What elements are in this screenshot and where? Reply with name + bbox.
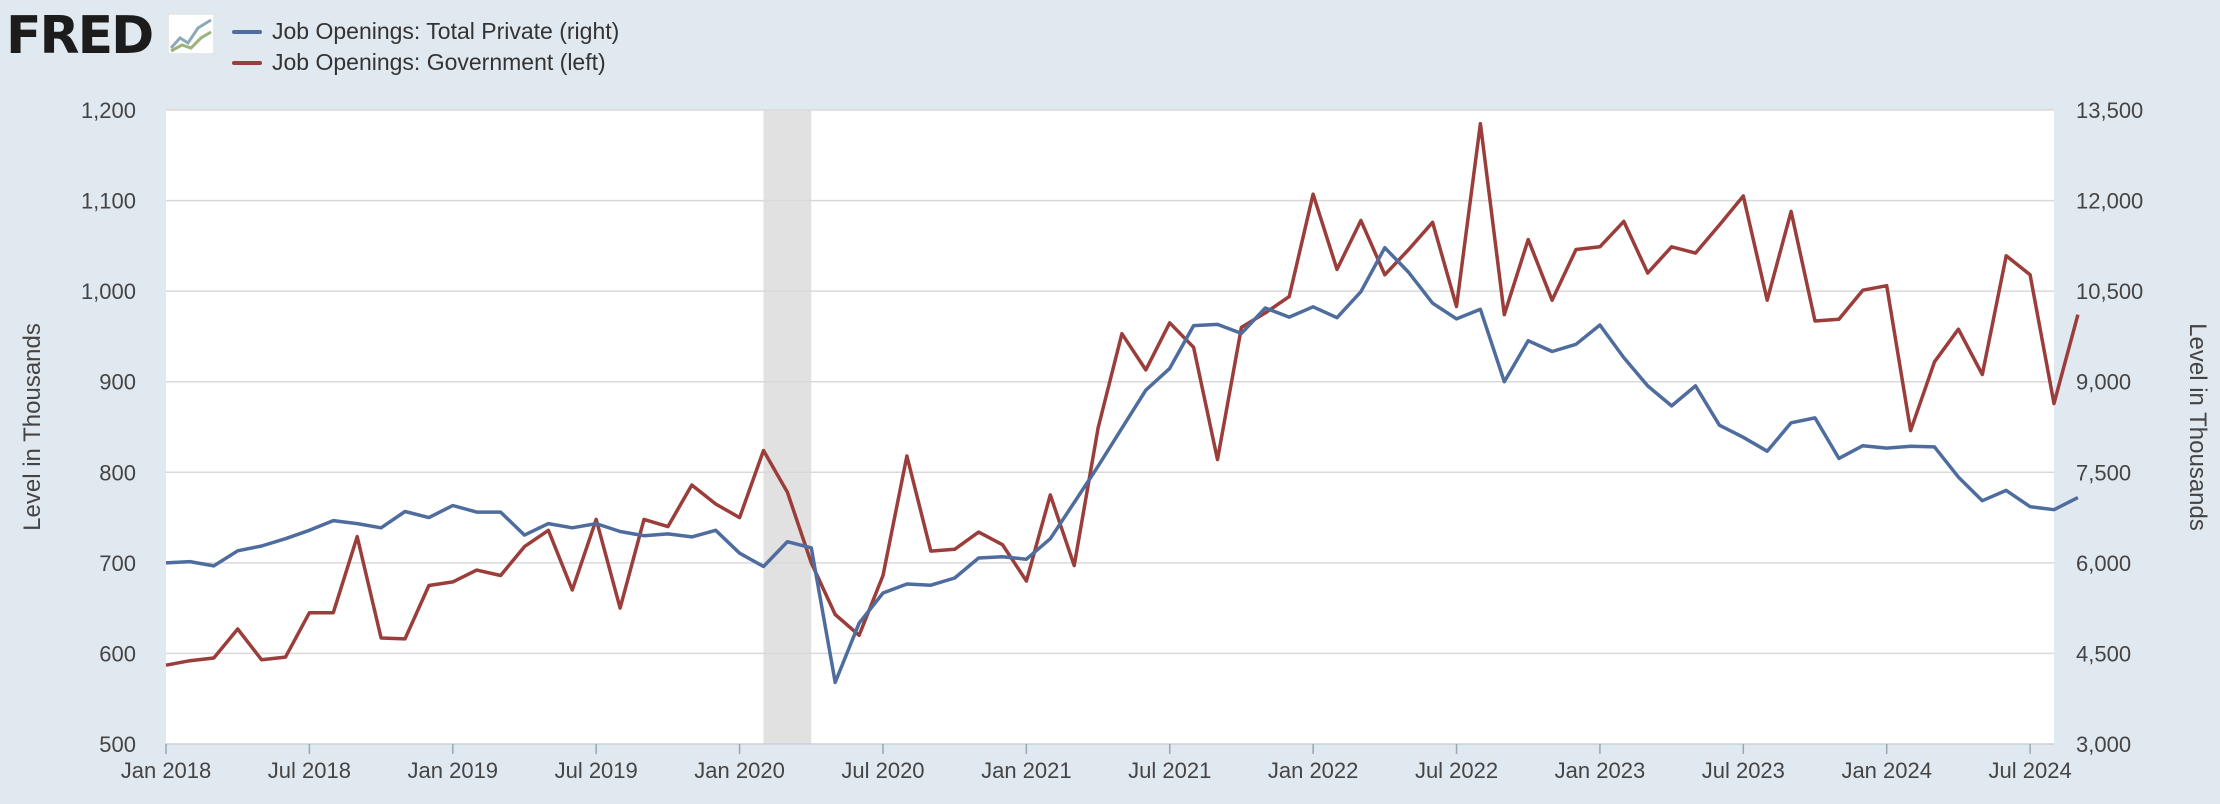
legend-label-private: Job Openings: Total Private (right) bbox=[272, 18, 620, 44]
y-left-tick-label: 800 bbox=[99, 460, 136, 485]
y-right-tick-label: 10,500 bbox=[2076, 279, 2143, 304]
y-right-tick-label: 9,000 bbox=[2076, 370, 2131, 395]
recession-shading bbox=[763, 110, 812, 744]
y-right-tick-label: 6,000 bbox=[2076, 551, 2131, 576]
x-tick-label: Jan 2018 bbox=[121, 758, 212, 783]
y-right-tick-label: 12,000 bbox=[2076, 189, 2143, 214]
x-tick-label: Jul 2018 bbox=[268, 758, 351, 783]
series-line-private[interactable] bbox=[165, 245, 2079, 685]
legend-item-private[interactable]: Job Openings: Total Private (right) bbox=[232, 16, 619, 47]
x-tick-label: Jan 2023 bbox=[1555, 758, 1646, 783]
x-tick-label: Jul 2022 bbox=[1415, 758, 1498, 783]
y-left-tick-label: 1,100 bbox=[81, 189, 136, 214]
x-tick-label: Jan 2019 bbox=[408, 758, 499, 783]
y-left-tick-label: 700 bbox=[99, 551, 136, 576]
x-tick-label: Jul 2023 bbox=[1702, 758, 1785, 783]
chart-header: FRED Job Openings: Total Private (right)… bbox=[0, 0, 2220, 100]
legend-label-government: Job Openings: Government (left) bbox=[272, 49, 606, 75]
x-tick-label: Jan 2024 bbox=[1841, 758, 1932, 783]
x-tick-label: Jan 2022 bbox=[1268, 758, 1359, 783]
x-tick-label: Jul 2020 bbox=[841, 758, 924, 783]
chart-legend: Job Openings: Total Private (right) Job … bbox=[232, 16, 619, 78]
legend-item-government[interactable]: Job Openings: Government (left) bbox=[232, 47, 619, 78]
y-axis-right: 3,000 4,500 6,000 7,500 9,000 10,500 12,000 13,… bbox=[2076, 98, 2143, 757]
y-left-tick-label: 500 bbox=[99, 732, 136, 757]
series-line-government[interactable] bbox=[165, 121, 2080, 667]
y-left-tick-label: 1,000 bbox=[81, 279, 136, 304]
line-chart-icon bbox=[168, 14, 214, 54]
plot-area bbox=[166, 110, 2054, 744]
x-tick-label: Jul 2024 bbox=[1989, 758, 2072, 783]
legend-swatch-private bbox=[232, 30, 262, 34]
y-right-tick-label: 13,500 bbox=[2076, 98, 2143, 123]
y-axis-left-title: Level in Thousands bbox=[19, 323, 46, 531]
x-tick-label: Jul 2021 bbox=[1128, 758, 1211, 783]
y-left-tick-label: 600 bbox=[99, 641, 136, 666]
recession-band bbox=[763, 110, 812, 744]
x-tick-label: Jan 2021 bbox=[981, 758, 1072, 783]
y-right-tick-label: 3,000 bbox=[2076, 732, 2131, 757]
x-tick-label: Jul 2019 bbox=[555, 758, 638, 783]
y-axis-left: 500 600 700 800 900 1,000 1,100 1,200 bbox=[81, 98, 136, 757]
y-right-tick-label: 7,500 bbox=[2076, 460, 2131, 485]
y-right-tick-label: 4,500 bbox=[2076, 641, 2131, 666]
series-lines bbox=[165, 121, 2080, 685]
x-axis: Jan 2018 Jul 2018 Jan 2019 Jul 2019 Jan 2020… bbox=[121, 744, 2072, 783]
legend-swatch-government bbox=[232, 61, 262, 65]
x-tick-label: Jan 2020 bbox=[694, 758, 785, 783]
y-left-tick-label: 1,200 bbox=[81, 98, 136, 123]
fred-logo[interactable]: FRED bbox=[6, 6, 154, 66]
y-left-tick-label: 900 bbox=[99, 370, 136, 395]
y-axis-right-title: Level in Thousands bbox=[2184, 323, 2211, 531]
